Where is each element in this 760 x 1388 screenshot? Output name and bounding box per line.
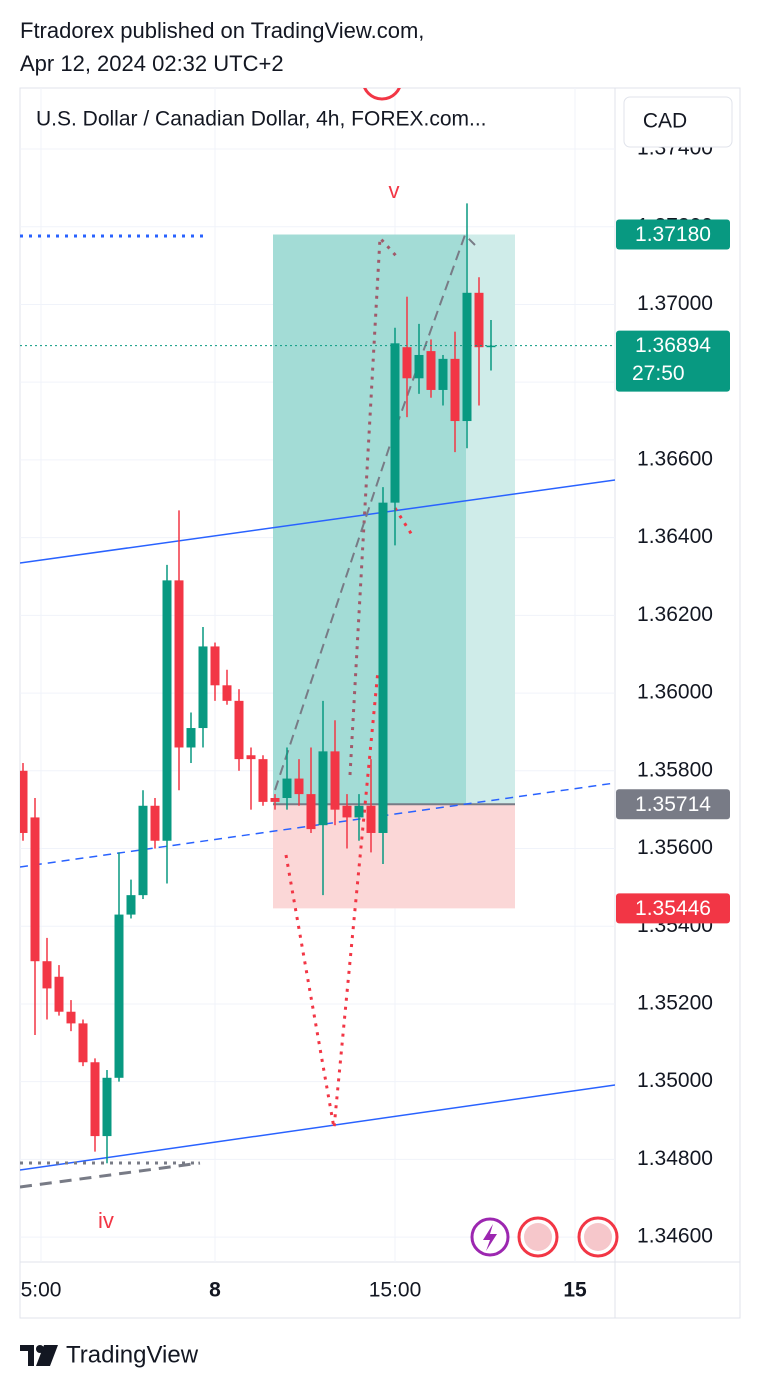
trend-line	[20, 479, 615, 564]
candle-body	[330, 751, 340, 810]
candle-body	[462, 292, 472, 422]
y-tick-label: 1.36600	[637, 447, 713, 470]
candle-body	[162, 580, 172, 841]
candle-body	[390, 343, 400, 503]
candle-body	[42, 961, 52, 989]
wave-path	[274, 233, 476, 791]
candles	[20, 203, 615, 1164]
candle-body	[342, 805, 352, 818]
logo-mark	[20, 1345, 58, 1366]
price-tag	[616, 893, 730, 924]
candle-body	[66, 1011, 76, 1024]
x-tick-label: 15	[563, 1279, 587, 1302]
price-tag-label: 1.35446	[635, 897, 711, 920]
candle-body	[222, 685, 232, 701]
wave-label: v	[389, 178, 400, 203]
header-line: Ftradorex published on TradingView.com,	[20, 18, 424, 43]
candle-body	[474, 292, 484, 348]
candle-body	[438, 358, 448, 390]
wave-path	[284, 669, 380, 1129]
candle-body	[270, 797, 280, 802]
symbol-title: U.S. Dollar / Canadian Dollar, 4h, FOREX…	[36, 108, 487, 131]
candle-body	[174, 580, 184, 748]
y-tick-label: 1.35000	[637, 1069, 713, 1092]
x-tick-label: 15:00	[369, 1279, 422, 1302]
currency-button[interactable]	[623, 96, 733, 148]
candle-body	[258, 759, 268, 802]
candle-body	[486, 345, 496, 348]
candle-body	[114, 914, 124, 1078]
candle-body	[210, 646, 220, 686]
candle-body	[78, 1023, 88, 1063]
candle-body	[90, 1062, 100, 1137]
candle-body	[54, 976, 64, 1012]
flag	[524, 1223, 552, 1251]
y-tick-label: 1.36400	[637, 525, 713, 548]
price-tag	[616, 330, 730, 392]
countdown: 27:50	[632, 362, 685, 385]
logo	[20, 1345, 58, 1366]
x-tick-label: 5:00	[21, 1279, 62, 1302]
candle-body	[378, 502, 388, 833]
candle-body	[306, 794, 316, 830]
candle-body	[150, 805, 160, 841]
flag	[584, 1223, 612, 1251]
y-tick-label: 1.35800	[637, 758, 713, 781]
candle-body	[282, 778, 292, 798]
y-tick-label: 1.36000	[637, 681, 713, 704]
lightning	[483, 1224, 497, 1251]
pane-border	[19, 87, 741, 1319]
candle-body	[102, 1077, 112, 1137]
y-tick-label: 1.37000	[637, 292, 713, 315]
candle-body	[30, 817, 40, 962]
price-tag-label: 1.35714	[635, 793, 711, 816]
candle-body	[318, 751, 328, 826]
candle-body	[198, 646, 208, 729]
candle-body	[126, 895, 136, 915]
candle-body	[366, 805, 376, 833]
profit-zone-filled	[273, 234, 466, 805]
y-tick-label: 1.36200	[637, 603, 713, 626]
candle-body	[354, 805, 364, 818]
trend-line	[20, 1161, 201, 1189]
candle-body	[138, 805, 148, 896]
footer-brand: TradingView	[66, 1341, 199, 1368]
price-tag	[616, 219, 730, 250]
y-tick-label: 1.35600	[637, 836, 713, 859]
wave-label: iv	[98, 1208, 114, 1233]
price-tag	[616, 789, 730, 820]
header-line: Apr 12, 2024 02:32 UTC+2	[20, 51, 284, 76]
trend-line	[20, 1084, 615, 1171]
candle-body	[402, 347, 412, 379]
event-icons	[470, 1216, 619, 1258]
candle-body	[234, 700, 244, 760]
candle-body	[246, 755, 256, 760]
x-tick-label: 8	[209, 1279, 221, 1302]
event-icon	[363, 88, 401, 101]
candle-body	[186, 728, 196, 748]
price-tag-label: 1.36894	[635, 334, 711, 357]
y-tick-label: 1.34600	[637, 1225, 713, 1248]
axis-labels: 1.346001.348001.350001.352001.354001.356…	[21, 137, 730, 1302]
candle-body	[20, 770, 28, 833]
currency-label: CAD	[643, 110, 687, 133]
y-tick-label: 1.35200	[637, 992, 713, 1015]
candle-body	[414, 354, 424, 379]
candle-body	[450, 358, 460, 422]
price-tag-label: 1.37180	[635, 223, 711, 246]
y-tick-label: 1.34800	[637, 1147, 713, 1170]
logo-dot	[36, 1345, 44, 1353]
candle-body	[294, 778, 304, 795]
candle-body	[426, 351, 436, 390]
